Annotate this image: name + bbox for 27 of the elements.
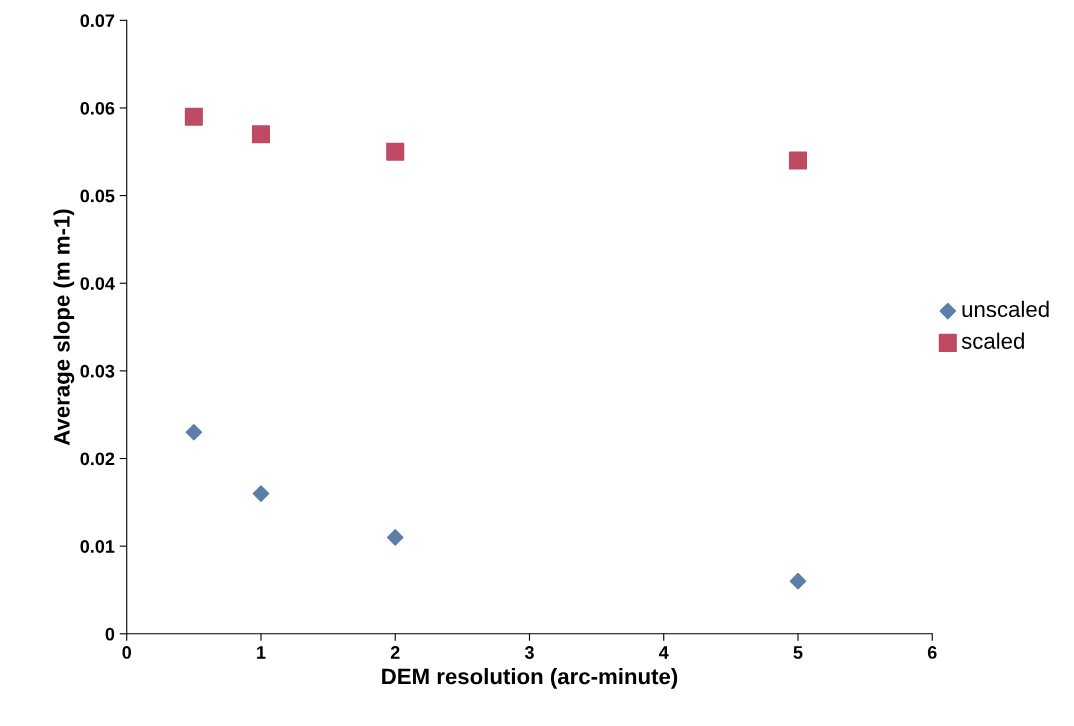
legend-label: scaled	[961, 332, 1024, 349]
x-tick-label: 5	[793, 646, 803, 659]
point	[185, 423, 203, 441]
x-tick-label: 0	[122, 646, 132, 659]
point	[788, 151, 808, 170]
point	[789, 572, 807, 590]
x-tick-label: 1	[257, 646, 266, 659]
y-tick-label: 0.07	[80, 14, 115, 28]
point	[251, 125, 271, 144]
y-tick-label: 0.02	[80, 452, 115, 466]
x-tick-label: 4	[658, 646, 669, 659]
y-tick-label: 0.06	[80, 101, 115, 115]
y-tick-label: 0.01	[80, 540, 115, 553]
point	[252, 485, 270, 502]
legend-label: unscaled	[962, 300, 1049, 318]
x-axis-title: DEM resolution (arc-minute)	[382, 667, 678, 689]
x-tick-label: 6	[927, 646, 937, 659]
y-tick-label: 0	[105, 627, 115, 641]
y-tick-label: 0.04	[80, 277, 115, 290]
point	[386, 142, 405, 161]
y-tick-label: 0.05	[80, 189, 115, 203]
y-tick-label: 0.03	[80, 364, 115, 378]
x-tick-label: 3	[524, 646, 534, 659]
x-tick-label: 2	[390, 646, 400, 659]
point	[184, 107, 203, 126]
y-axis-title: Average slope (m m-1)	[53, 209, 75, 446]
point	[386, 529, 404, 546]
